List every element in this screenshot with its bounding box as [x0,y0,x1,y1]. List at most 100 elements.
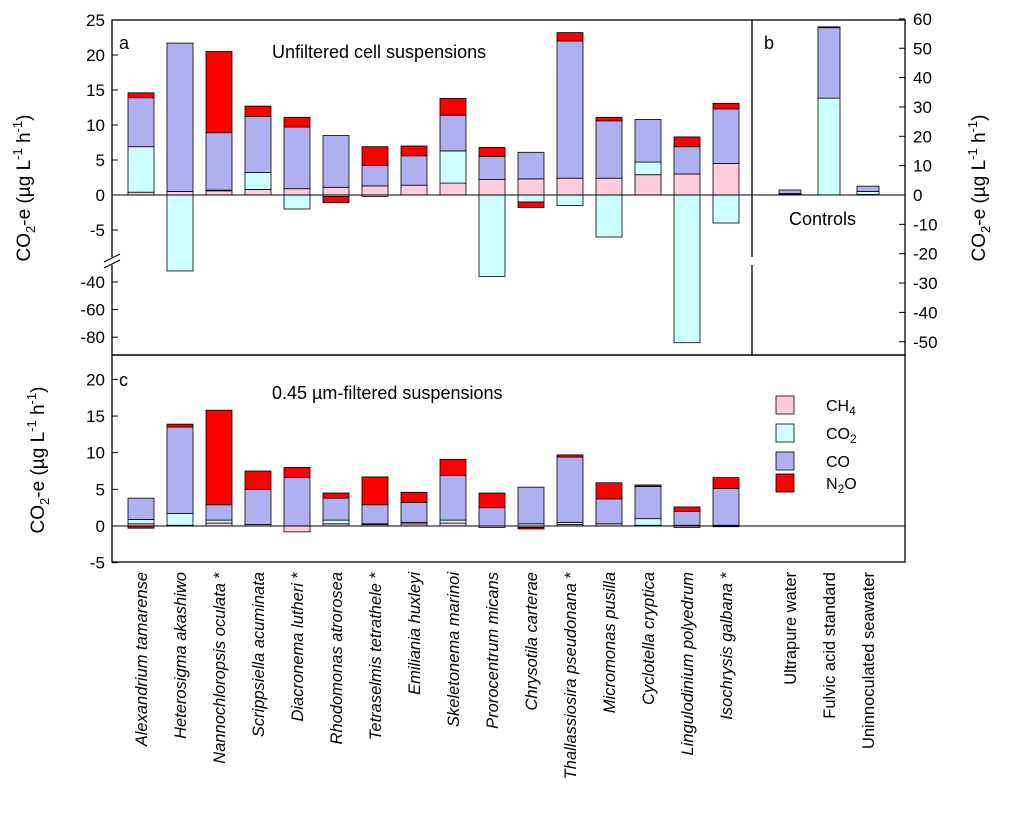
panel-b-bar-0-co [778,189,802,194]
panel-a-upper-tick-label-2: 15 [86,81,105,100]
category-label-10: Chrysotila carterae [523,572,541,710]
panel-a-bar-4-n2o [283,116,311,128]
panel-a-title: Unfiltered cell suspensions [272,42,486,62]
legend: CH4 CO2 CO N2O [775,395,857,496]
legend-label-co: CO [826,454,850,471]
tick-layer: 2520151050-5-40-60-806050403020100-10-20… [80,10,937,573]
panel-a-bar-0-co2 [127,146,155,193]
category-label-11: Thallassiosira pseudonana * [562,571,580,779]
panel-a-bar-9-co [478,156,506,181]
category-label-4: Diacronema lutheri * [289,571,307,721]
panel-c-frame [111,354,906,563]
panel-c-bar-1-co2 [166,513,194,526]
panel-b-bar-1-n2o [817,26,841,29]
panel-letter-c: c [119,370,128,390]
legend-swatch-co [775,451,795,471]
panel-b-tick-label-3: 30 [913,98,932,117]
panel-b-tick-label-11: -50 [913,333,938,352]
panel-a-bar-15-ch4 [712,163,740,196]
panel-b-tick-label-4: 20 [913,127,932,146]
legend-item-co2: CO2 [775,423,857,446]
panel-a-lower-tick-label-1: -60 [80,301,105,320]
panel-c-bar-5-co [322,497,350,521]
panel-b-tick-label-0: 60 [913,10,932,29]
panel-a-upper-tick-label-5: 0 [96,186,105,205]
category-label-5: Rhodomonas atrorosea [328,572,346,744]
category-label-2: Nannochloropsis oculata * [211,571,229,763]
panel-a-bar-0-co [127,97,155,148]
axis-break-mark-upper [103,253,121,263]
panel-c-bar-12-n2o [595,482,623,500]
panel-c-tick-label-0: 20 [86,370,105,389]
panel-a-bar-8-co2 [439,150,467,184]
category-label-3: Scrippsiella acuminata [250,572,268,737]
panel-c-bar-3-n2o [244,470,272,490]
significance-star-6: * [367,571,385,583]
panel-c-title: 0.45 µm-filtered suspensions [272,383,502,403]
panel-a-bar-14-co [673,146,701,175]
panel-c-bar-0-co2 [127,519,155,525]
category-label-0: Alexandrium tamarense [133,572,151,747]
panel-a-bar-4-co [283,126,311,190]
panel-a-bar-12-co [595,120,623,179]
panel-b-tick-label-7: -10 [913,215,938,234]
panel-a-bar-6-co [361,165,389,187]
legend-label-n2o: N2O [826,476,857,496]
axis-break-mark-lower [103,259,121,269]
panel-a-bar-2-n2o [205,51,233,134]
panel-a-bar-12-ch4 [595,177,623,196]
panel-a-ylabel: CO2-e (µg L-1 h-1) [10,115,38,262]
panel-c-bar-3-co [244,488,272,525]
panel-a-bar-2-ch4 [205,190,233,196]
panel-c-tick-label-3: 5 [96,480,105,499]
panel-c-bar-14-n2o [673,506,701,512]
panel-a-bar-3-ch4 [244,188,272,196]
panel-c-bar-6-n2o [361,476,389,506]
panel-a-lower-tick-label-2: -80 [80,328,105,347]
panel-c-bar-5-n2o [322,492,350,499]
axis-break-gap [105,257,765,265]
panel-c-bar-15-n2o [712,477,740,490]
panel-a-bar-3-co [244,116,272,173]
panel-a-bar-3-co2 [244,172,272,190]
panel-a-upper-tick-label-0: 25 [86,11,105,30]
legend-label-ch4: CH4 [826,398,856,418]
panel-a-bar-12-co2 [595,194,623,238]
panel-c-bar-10-co [517,486,545,525]
control-label-0: Ultrapure water [782,571,800,684]
panel-a-bar-11-n2o [556,32,584,42]
panel-a-bar-10-n2o [517,201,545,208]
panel-b-tick-label-9: -30 [913,274,938,293]
panel-c-bar-11-n2o [556,454,584,458]
panel-b-tick-label-1: 50 [913,39,932,58]
panel-b-tick-label-6: 0 [913,186,922,205]
panel-c-bar-12-co [595,498,623,525]
panel-c-bar-5-co2 [322,519,350,525]
panel-c-bar-13-co [634,486,662,520]
panel-c-bar-6-co [361,504,389,525]
category-label-7: Emiliania huxleyi [406,571,424,695]
panel-c-bar-15-co [712,488,740,526]
panel-a-bar-4-co2 [283,194,311,210]
panel-a-bar-8-co [439,114,467,152]
panel-a-bar-8-n2o [439,98,467,116]
panel-c-bar-2-n2o [205,409,233,506]
significance-star-11: * [562,571,580,583]
panel-c-bar-4-co [283,477,311,527]
panel-c-bar-13-co2 [634,518,662,526]
panel-a-bar-8-ch4 [439,182,467,196]
legend-item-n2o: N2O [775,473,857,496]
panel-b-tick-label-10: -40 [913,303,938,322]
panel-a-bar-7-ch4 [400,184,428,196]
control-label-2: Uninnoculated seawater [860,571,878,749]
panel-a-bar-2-co [205,132,233,191]
panel-b-tick-label-8: -20 [913,245,938,264]
panel-c-bar-2-co2 [205,519,233,524]
panel-c-tick-label-4: 0 [96,517,105,536]
significance-star-15: * [718,571,736,583]
panel-a-bar-5-ch4 [322,186,350,196]
panel-a-bar-1-co [166,42,194,192]
panel-a-upper-tick-label-6: -5 [90,221,105,240]
legend-swatch-ch4 [775,395,795,415]
legend-swatch-co2 [775,423,795,443]
